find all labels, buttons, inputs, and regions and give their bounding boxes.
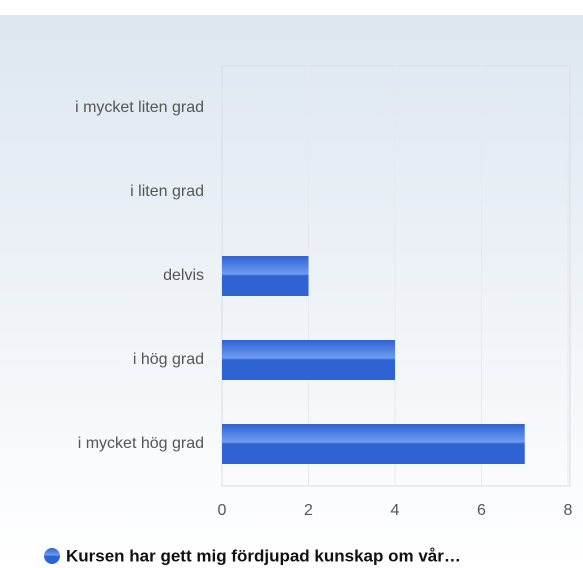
bar [222,256,309,296]
legend-label: Kursen har gett mig fördjupad kunskap om… [66,546,461,565]
x-tick-label: 6 [477,502,486,519]
y-tick-label: i mycket liten grad [75,99,204,116]
bar [222,340,395,380]
y-tick-label: i mycket hög grad [78,435,204,452]
bar [222,424,525,464]
legend-marker [44,548,60,564]
y-tick-label: i hög grad [133,351,204,368]
y-tick-label: delvis [163,267,204,284]
y-tick-label: i liten grad [130,183,204,200]
x-tick-label: 2 [304,502,313,519]
x-tick-label: 0 [218,502,227,519]
x-tick-label: 4 [391,502,400,519]
x-tick-label: 8 [564,502,573,519]
